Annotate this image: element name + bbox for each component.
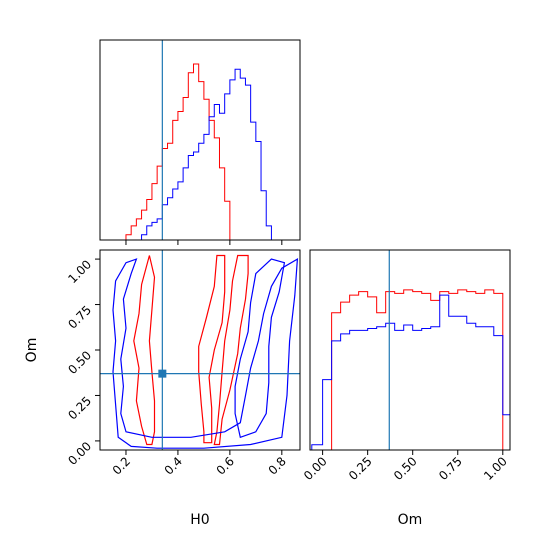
contour-series_a-outer-0 [133,255,156,446]
h0-histogram-frame [99,39,301,241]
h0-axis-label: H0 [190,512,209,528]
om-axis-label: Om [24,338,40,363]
om-bottom-axis-label: Om [398,512,423,528]
contour-series_b-inner-4 [234,258,286,439]
om-histogram-frame [309,249,511,451]
contour-series_a-inner-2 [198,254,226,444]
h0-histogram-panel [99,39,301,245]
contour-series_a-outer-1 [213,254,249,446]
histogram-series-0 [311,289,510,451]
truth-marker [158,369,167,378]
histogram-series-1 [100,68,298,241]
histogram-series-1 [311,294,511,450]
contour-series_b-outer-3 [112,258,299,449]
